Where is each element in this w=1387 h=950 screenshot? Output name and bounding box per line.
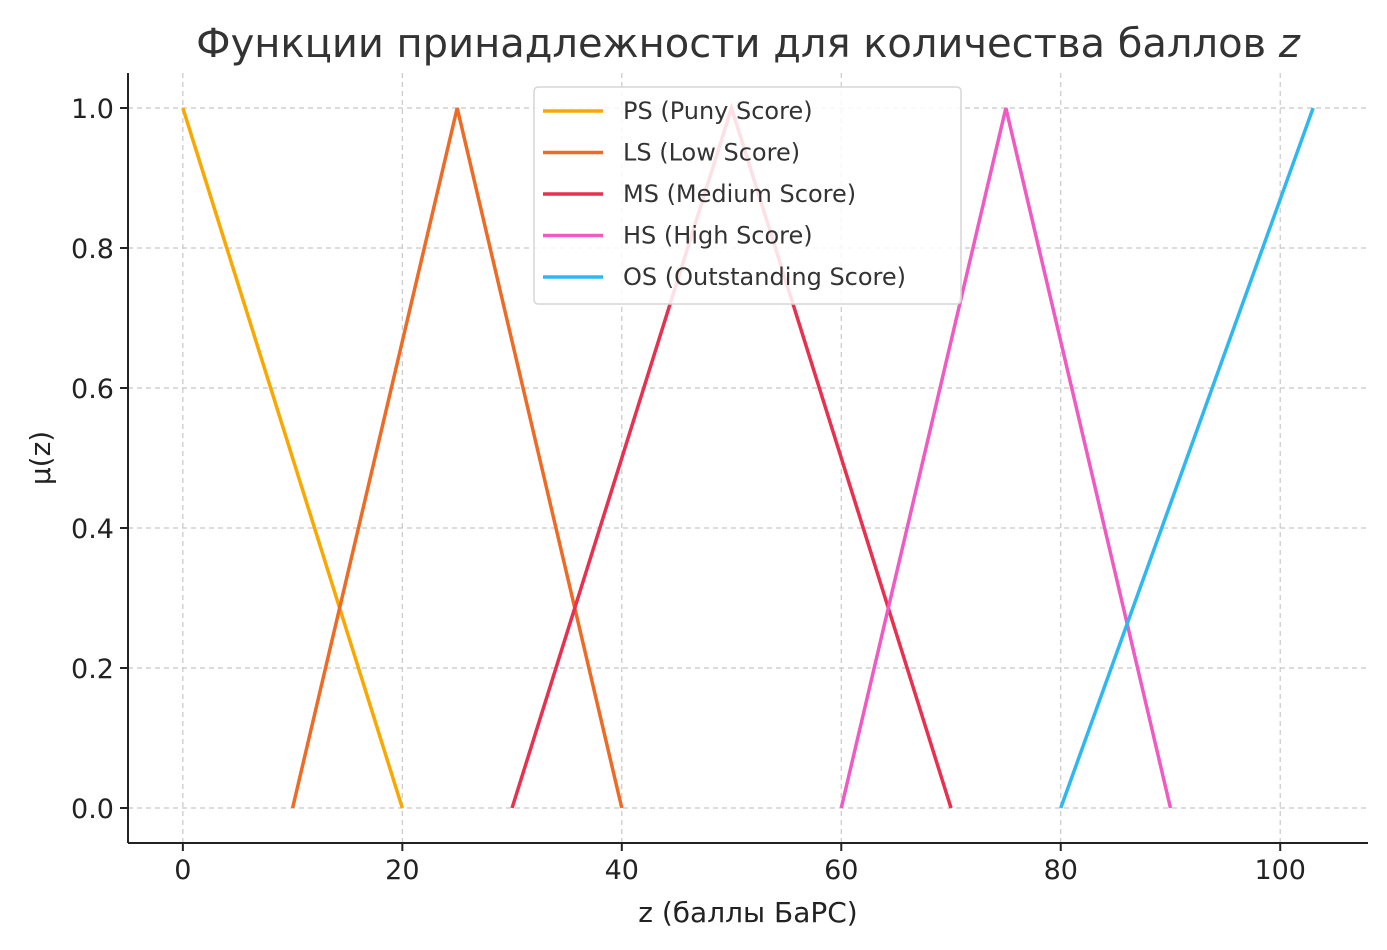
y-axis-label: μ(z) xyxy=(24,431,57,485)
chart-title: Функции принадлежности для количества ба… xyxy=(196,21,1301,67)
series-line xyxy=(181,107,405,809)
y-ticks: 0.0 0.2 0.4 0.6 0.8 1.0 xyxy=(71,94,128,825)
y-tick-label: 0.4 xyxy=(71,514,114,545)
x-axis-label: z (баллы БаРС) xyxy=(638,896,857,929)
axes xyxy=(127,73,1368,844)
x-tick-label: 20 xyxy=(385,855,419,886)
x-tick-label: 100 xyxy=(1254,855,1306,886)
x-tick-label: 40 xyxy=(605,855,639,886)
y-tick-label: 0.8 xyxy=(71,234,114,265)
y-tick-label: 0.2 xyxy=(71,654,114,685)
legend-label: HS (High Score) xyxy=(623,222,813,250)
y-tick-label: 0.6 xyxy=(71,374,114,405)
legend-label: LS (Low Score) xyxy=(623,139,800,167)
series-line xyxy=(839,107,1173,809)
legend-label: PS (Puny Score) xyxy=(623,97,813,125)
series-line xyxy=(290,107,624,809)
chart-title-main: Функции принадлежности для количества ба… xyxy=(196,21,1279,67)
y-tick-label: 0.0 xyxy=(71,794,114,825)
series-line xyxy=(1059,107,1315,809)
x-ticks: 0 20 40 60 80 100 xyxy=(174,843,1306,886)
x-tick-label: 80 xyxy=(1044,855,1078,886)
x-tick-label: 60 xyxy=(824,855,858,886)
legend-box xyxy=(533,86,962,305)
x-tick-label: 0 xyxy=(174,855,191,886)
legend-label: MS (Medium Score) xyxy=(623,180,856,208)
chart-title-variable: z xyxy=(1278,21,1301,67)
y-tick-label: 1.0 xyxy=(71,94,114,125)
legend: PS (Puny Score) LS (Low Score) MS (Medium … xyxy=(533,86,962,305)
legend-label: OS (Outstanding Score) xyxy=(623,263,906,291)
